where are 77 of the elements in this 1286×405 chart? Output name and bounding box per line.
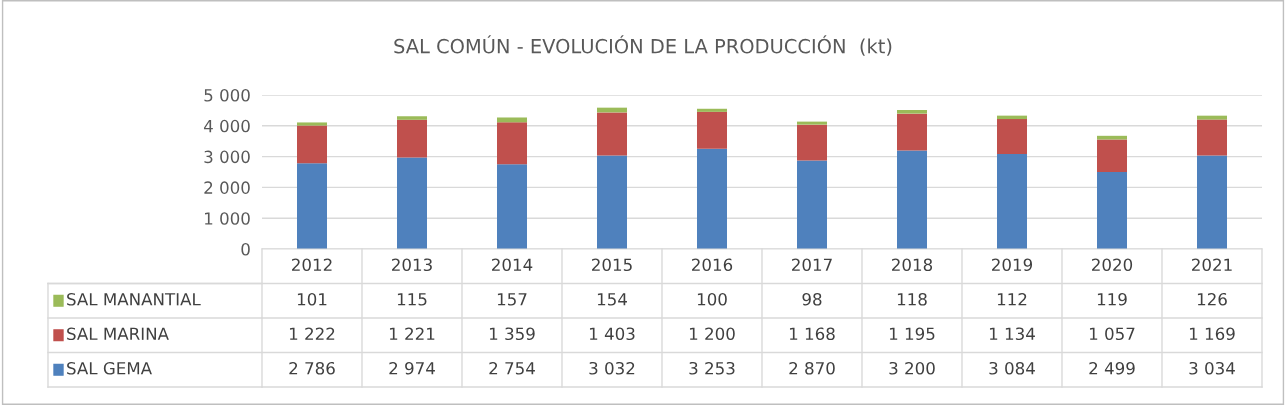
bar [1097, 172, 1127, 249]
data-label: 3 253 [689, 361, 735, 375]
data-label: 101 [297, 292, 327, 306]
data-label: 3 032 [589, 361, 635, 375]
chart-title: SAL COMÚN - EVOLUCIÓN DE LA PRODUCCIÓN (kt) [394, 35, 892, 56]
data-label: 2 499 [1089, 361, 1135, 375]
bar [397, 157, 427, 249]
y-tick-label: 0 [241, 242, 250, 256]
data-label: 1 168 [789, 327, 835, 341]
bar [697, 108, 727, 112]
x-tick-label: 2012 [292, 258, 332, 272]
bar [897, 110, 927, 114]
bar [497, 164, 527, 249]
data-label: 115 [397, 293, 427, 306]
data-label: 1 200 [689, 327, 735, 341]
data-label: 98 [802, 292, 822, 306]
data-label: 112 [997, 292, 1027, 306]
x-tick-label: 2017 [792, 258, 832, 272]
x-tick-label: 2021 [1192, 258, 1232, 272]
bar [397, 119, 427, 158]
bar [1097, 139, 1127, 173]
x-tick-label: 2013 [392, 258, 432, 272]
bar [1197, 155, 1227, 249]
bar [1197, 119, 1227, 156]
x-tick-label: 2020 [1092, 258, 1133, 272]
data-label: 118 [897, 292, 927, 306]
bar [997, 154, 1027, 249]
y-tick-label: 2 000 [204, 181, 250, 194]
bar [997, 119, 1027, 155]
bar [797, 121, 827, 125]
data-label: 3 200 [889, 361, 935, 375]
y-tick-label: 5 000 [204, 88, 250, 102]
data-label: 100 [697, 292, 727, 306]
data-label: 1 195 [889, 327, 935, 341]
data-label: 2 870 [789, 361, 835, 375]
legend-label: SAL MARINA [67, 327, 169, 341]
y-tick-label: 3 000 [204, 150, 250, 164]
legend-label: SAL MANANTIAL [67, 292, 201, 306]
y-tick-label: 1 000 [205, 212, 250, 225]
data-label: 1 221 [389, 327, 435, 340]
bar [297, 122, 327, 126]
bar [297, 163, 327, 249]
data-label: 1 169 [1189, 327, 1235, 341]
data-label: 1 057 [1089, 327, 1135, 341]
x-tick-label: 2018 [892, 258, 933, 272]
x-tick-label: 2014 [492, 258, 533, 272]
data-label: 157 [497, 293, 527, 306]
x-tick-label: 2016 [692, 258, 733, 272]
data-label: 2 786 [289, 361, 335, 375]
bar [797, 124, 827, 161]
bar [797, 160, 827, 249]
data-label: 126 [1197, 292, 1227, 306]
data-label: 119 [1097, 292, 1127, 306]
legend-label: SAL GEMA [67, 361, 152, 375]
data-label: 1 403 [589, 327, 635, 341]
bar [397, 116, 427, 120]
data-label: 3 034 [1189, 361, 1235, 375]
y-tick-label: 4 000 [203, 119, 250, 133]
bar [1197, 115, 1227, 120]
data-label: 3 084 [989, 361, 1035, 375]
data-label: 154 [597, 293, 627, 306]
bar [497, 117, 527, 123]
data-label: 1 222 [289, 327, 335, 340]
data-label: 2 974 [389, 361, 435, 375]
bar [897, 150, 927, 249]
bar [697, 111, 727, 149]
bar [897, 113, 927, 151]
x-tick-label: 2019 [992, 258, 1033, 272]
data-label: 1 134 [989, 327, 1035, 341]
bar [597, 155, 627, 249]
data-label: 2 754 [489, 361, 535, 375]
x-tick-label: 2015 [592, 258, 632, 272]
bar [297, 125, 327, 164]
data-label: 1 359 [489, 327, 535, 341]
bar [697, 148, 727, 249]
bar [497, 122, 527, 165]
bar [597, 112, 627, 156]
